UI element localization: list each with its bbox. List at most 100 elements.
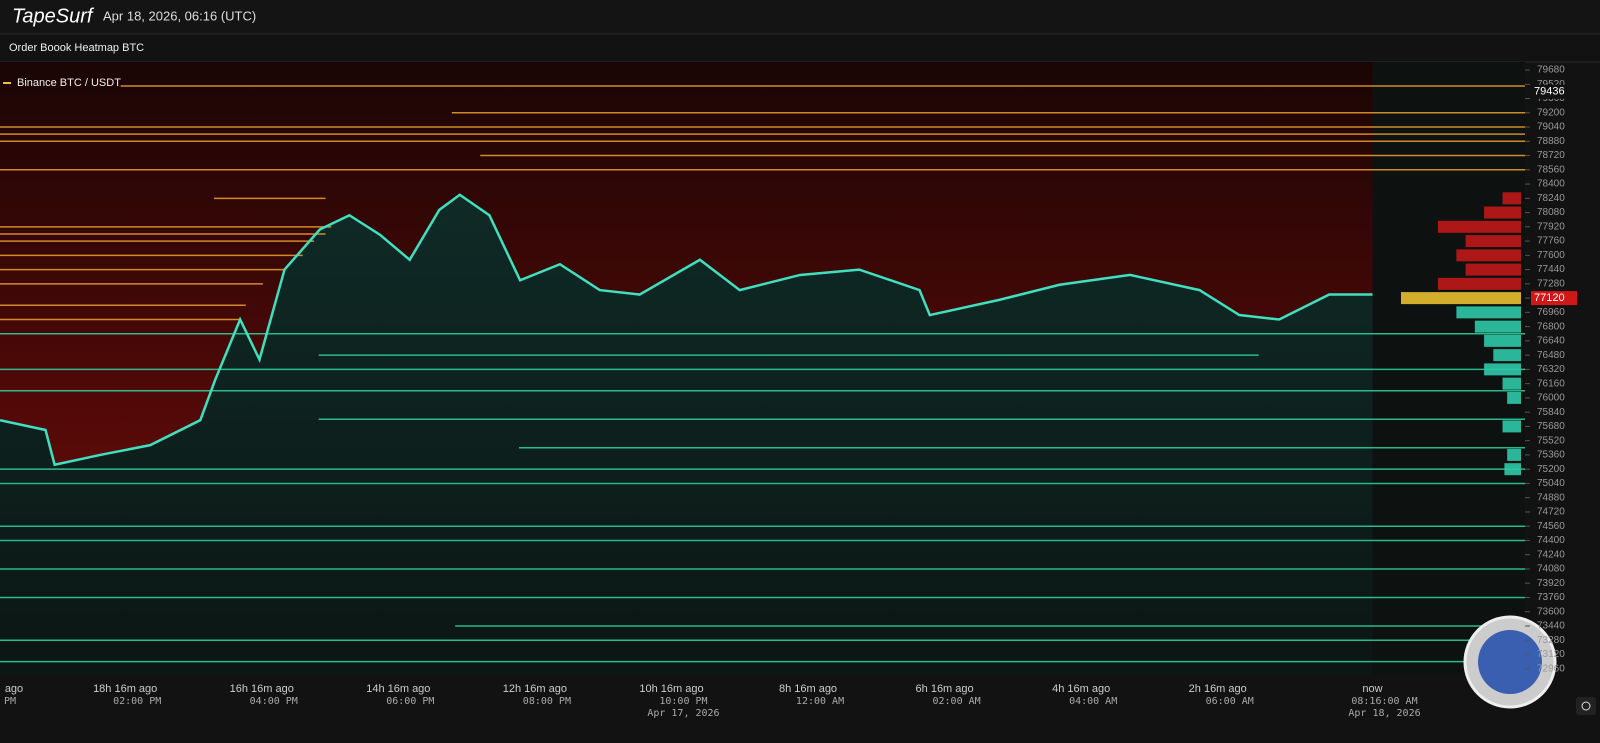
y-tick-label: 75840 bbox=[1537, 407, 1565, 418]
x-tick-date: Apr 18, 2026 bbox=[1348, 708, 1420, 719]
y-tick-label: 79520 bbox=[1537, 79, 1565, 90]
y-tick-label: 74560 bbox=[1537, 521, 1565, 532]
y-tick-label: 74720 bbox=[1537, 507, 1565, 518]
x-tick-label: 14h 16m ago bbox=[366, 683, 430, 695]
price-tag bbox=[1531, 84, 1577, 99]
y-tick-label: 77440 bbox=[1537, 264, 1565, 275]
y-tick-label: 78720 bbox=[1537, 150, 1565, 161]
x-tick-date: Apr 17, 2026 bbox=[647, 708, 719, 719]
y-tick-label: 79200 bbox=[1537, 107, 1565, 118]
depth-bar bbox=[1484, 206, 1521, 219]
y-tick-label: 78240 bbox=[1537, 193, 1565, 204]
reload-icon[interactable] bbox=[1581, 701, 1591, 711]
price-tag-label: 77120 bbox=[1534, 292, 1565, 304]
y-tick-label: 73760 bbox=[1537, 592, 1565, 603]
x-tick-label: 4h 16m ago bbox=[1052, 683, 1110, 695]
x-tick-label: 10h 16m ago bbox=[639, 683, 703, 695]
y-tick-label: 76640 bbox=[1537, 336, 1565, 347]
y-tick-label: 77280 bbox=[1537, 278, 1565, 289]
x-tick-time: 12:00 AM bbox=[796, 696, 844, 707]
exchange-label: Binance BTC / USDT bbox=[17, 77, 121, 89]
x-tick-time: 04:00 PM bbox=[250, 696, 298, 707]
y-tick-label: 74400 bbox=[1537, 535, 1565, 546]
x-tick-time: 02:00 AM bbox=[933, 696, 981, 707]
x-tick-time: 0 PM bbox=[0, 696, 16, 707]
y-tick-label: 75200 bbox=[1537, 464, 1565, 475]
depth-bar bbox=[1437, 277, 1521, 290]
logo-core bbox=[1478, 630, 1542, 694]
y-tick-label: 78560 bbox=[1537, 164, 1565, 175]
y-tick-label: 77600 bbox=[1537, 250, 1565, 261]
brand: TapeSurf bbox=[12, 5, 95, 27]
x-tick-label: 16h 16m ago bbox=[230, 683, 294, 695]
x-tick-time: 02:00 PM bbox=[113, 696, 161, 707]
y-tick-label: 75040 bbox=[1537, 478, 1565, 489]
y-tick-label: 79040 bbox=[1537, 122, 1565, 133]
y-tick-label: 78880 bbox=[1537, 136, 1565, 147]
y-tick-label: 72960 bbox=[1537, 663, 1565, 674]
x-tick-time: 04:00 AM bbox=[1069, 696, 1117, 707]
y-tick-label: 76480 bbox=[1537, 350, 1565, 361]
y-tick-label: 75520 bbox=[1537, 435, 1565, 446]
header-bar bbox=[0, 0, 1600, 34]
x-tick-time: 08:00 PM bbox=[523, 696, 571, 707]
y-tick-label: 76320 bbox=[1537, 364, 1565, 375]
depth-bar bbox=[1484, 363, 1521, 376]
reload-button[interactable] bbox=[1576, 697, 1596, 715]
y-tick-label: 77920 bbox=[1537, 221, 1565, 232]
y-tick-label: 79680 bbox=[1537, 65, 1565, 76]
depth-bar bbox=[1465, 235, 1521, 248]
x-tick-time: 10:00 PM bbox=[659, 696, 707, 707]
y-tick-label: 73440 bbox=[1537, 621, 1565, 632]
y-tick-label: 73120 bbox=[1537, 649, 1565, 660]
depth-bar bbox=[1474, 320, 1521, 333]
depth-bar bbox=[1504, 463, 1521, 476]
y-tick-label: 73280 bbox=[1537, 635, 1565, 646]
x-tick-label: 8h 16m ago bbox=[779, 683, 837, 695]
depth-bar bbox=[1493, 349, 1521, 362]
depth-bar bbox=[1437, 220, 1521, 233]
depth-bar bbox=[1456, 249, 1521, 262]
x-tick-time: 06:00 PM bbox=[386, 696, 434, 707]
x-tick-time: 08:16:00 AM bbox=[1351, 696, 1417, 707]
depth-bar bbox=[1456, 306, 1521, 319]
price-tag-label: 79436 bbox=[1534, 86, 1565, 98]
panel-title: Order Boook Heatmap BTC bbox=[9, 42, 144, 54]
x-tick-label: ago bbox=[5, 683, 23, 695]
price-tag bbox=[1531, 291, 1577, 306]
y-tick-label: 74240 bbox=[1537, 549, 1565, 560]
y-tick-label: 73600 bbox=[1537, 606, 1565, 617]
ask-heat bbox=[0, 62, 1373, 465]
bid-heat bbox=[0, 194, 1373, 675]
y-tick-label: 76960 bbox=[1537, 307, 1565, 318]
depth-bar bbox=[1484, 334, 1521, 347]
y-tick-label: 77760 bbox=[1537, 236, 1565, 247]
y-tick-label: 78400 bbox=[1537, 179, 1565, 190]
depth-bar bbox=[1507, 391, 1521, 404]
y-tick-label: 73920 bbox=[1537, 578, 1565, 589]
x-tick-label: 6h 16m ago bbox=[916, 683, 974, 695]
y-tick-label: 74880 bbox=[1537, 492, 1565, 503]
x-tick-label: 12h 16m ago bbox=[503, 683, 567, 695]
y-tick-label: 75360 bbox=[1537, 450, 1565, 461]
datetime: Apr 18, 2026, 06:16 (UTC) bbox=[103, 8, 256, 23]
price-line bbox=[0, 193, 1373, 467]
y-tick-label: 76160 bbox=[1537, 378, 1565, 389]
y-tick-label: 76800 bbox=[1537, 321, 1565, 332]
depth-bar bbox=[1502, 377, 1521, 390]
x-tick-label: now bbox=[1362, 683, 1382, 695]
y-tick-label: 78080 bbox=[1537, 207, 1565, 218]
y-tick-label: 74080 bbox=[1537, 564, 1565, 575]
depth-bar bbox=[1401, 292, 1521, 305]
x-tick-label: 18h 16m ago bbox=[93, 683, 157, 695]
depth-bar bbox=[1465, 263, 1521, 276]
x-tick-time: 06:00 AM bbox=[1206, 696, 1254, 707]
y-tick-label: 76000 bbox=[1537, 393, 1565, 404]
depth-bar bbox=[1507, 448, 1521, 461]
depth-bar bbox=[1502, 192, 1521, 205]
depth-bar bbox=[1502, 420, 1521, 433]
y-tick-label: 75680 bbox=[1537, 421, 1565, 432]
x-tick-label: 2h 16m ago bbox=[1189, 683, 1247, 695]
